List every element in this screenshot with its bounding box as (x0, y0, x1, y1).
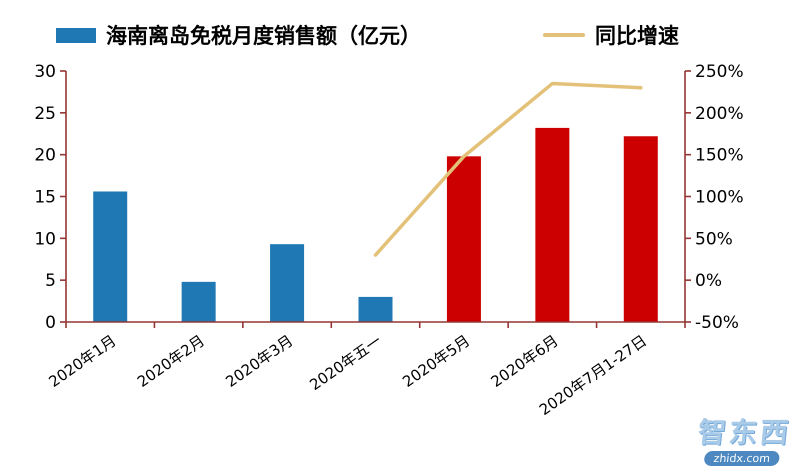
bar-2020年1月 (93, 191, 128, 322)
line-swatch-icon (543, 33, 585, 37)
left-tick-label: 5 (45, 271, 56, 291)
legend-item-bars: 海南离岛免税月度销售额（亿元） (56, 20, 421, 50)
growth-line (373, 81, 643, 257)
bar-2020年2月 (181, 281, 216, 322)
right-tick-label: 150% (695, 146, 744, 166)
legend-label-bars: 海南离岛免税月度销售额（亿元） (106, 24, 421, 48)
left-tick-label: 15 (34, 188, 56, 208)
left-tick-label: 10 (34, 229, 56, 249)
bar-2020年五一 (358, 296, 393, 322)
right-tick-label: 0% (695, 271, 722, 291)
x-category-label: 2020年3月 (222, 332, 296, 391)
bar-2020年7月1-27日 (623, 136, 658, 322)
legend-item-line: 同比增速 (543, 20, 679, 50)
bar-2020年3月 (270, 244, 305, 322)
left-tick-label: 0 (45, 313, 56, 333)
x-category-label: 2020年五一 (306, 332, 384, 394)
watermark-domain: zhidx.com (703, 451, 780, 466)
legend-label-line: 同比增速 (595, 24, 679, 48)
left-tick-label: 20 (34, 146, 56, 166)
watermark: 智东西 zhidx.com (695, 416, 793, 466)
right-tick-label: -50% (695, 313, 739, 333)
bar-2020年6月 (535, 127, 570, 322)
bar-2020年5月 (446, 156, 481, 322)
x-category-label: 2020年5月 (399, 332, 473, 391)
right-tick-label: 50% (695, 229, 733, 249)
right-tick-label: 200% (695, 104, 744, 124)
right-tick-label: 100% (695, 188, 744, 208)
left-tick-label: 25 (34, 104, 56, 124)
x-category-label: 2020年1月 (46, 332, 120, 391)
left-tick-label: 30 (34, 62, 56, 82)
x-category-label: 2020年2月 (134, 332, 208, 391)
right-tick-label: 250% (695, 62, 744, 82)
x-category-label: 2020年6月 (488, 332, 562, 391)
watermark-brand: 智东西 (696, 416, 793, 449)
bar-swatch-icon (56, 27, 96, 43)
